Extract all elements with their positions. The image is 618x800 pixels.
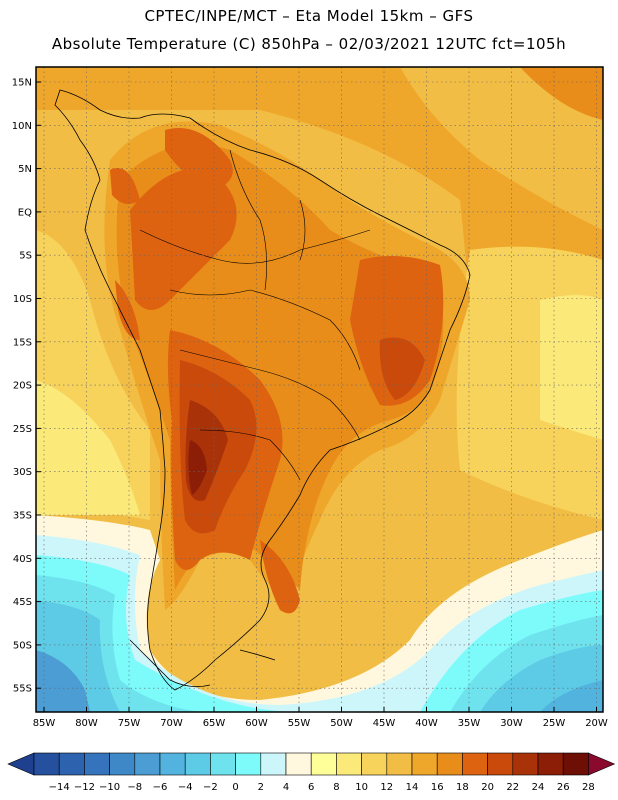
legend-label: 18 [456, 782, 469, 793]
coastline-outline [54, 89, 471, 691]
lat-lon-grid [36, 67, 603, 712]
legend-swatch [33, 752, 60, 776]
latitude-labels: 15N 10N 5N EQ 5S 10S 15S 20S 25S 30S 35S 40S 45S 50S 5… [12, 78, 41, 695]
legend-swatch [537, 752, 564, 776]
legend-label: 22 [506, 782, 519, 793]
legend-swatch [159, 752, 186, 776]
legend-swatch [285, 752, 312, 776]
lon-label: 55W [288, 718, 311, 729]
legend-swatch [336, 752, 362, 776]
lat-label: 10S [13, 294, 32, 305]
legend-label: −8 [127, 782, 142, 793]
legend-arrow-low [7, 752, 35, 776]
lon-label: 75W [118, 718, 141, 729]
color-legend: −14 −12 −10 −8 −6 −4 −2 0 2 4 6 8 10 12 14 16 18 20 22 24 26… [7, 752, 616, 793]
legend-label: 12 [380, 782, 393, 793]
legend-label: −4 [178, 782, 193, 793]
legend-arrow-high [588, 752, 616, 776]
lat-label: 20S [13, 381, 32, 392]
legend-swatch [84, 752, 110, 776]
legend-swatch [210, 752, 236, 776]
longitude-labels: 85W 80W 75W 70W 65W 60W 55W 50W 45W 40W 35W 30W 25W 2… [33, 707, 608, 729]
legend-label: −12 [74, 782, 95, 793]
lon-label: 40W [415, 718, 438, 729]
lon-label: 20W [585, 718, 608, 729]
lon-label: 80W [75, 718, 98, 729]
lat-label: 55S [13, 684, 32, 695]
legend-swatch [411, 752, 438, 776]
legend-label: 8 [333, 782, 339, 793]
lat-label: 45S [13, 597, 32, 608]
legend-label: 20 [481, 782, 494, 793]
lon-label: 60W [245, 718, 268, 729]
legend-label: 24 [532, 782, 545, 793]
lon-label: 85W [33, 718, 56, 729]
legend-swatch [109, 752, 136, 776]
lat-label: 15N [12, 78, 32, 89]
legend-swatch [512, 752, 539, 776]
lat-label: 5N [18, 164, 32, 175]
legend-swatch [462, 752, 488, 776]
lat-label: EQ [18, 207, 32, 218]
legend-label: −14 [49, 782, 70, 793]
lat-label: 50S [13, 640, 32, 651]
lat-label: 35S [13, 511, 32, 522]
legend-swatch [235, 752, 262, 776]
legend-label: 14 [406, 782, 419, 793]
legend-label: 4 [283, 782, 289, 793]
legend-swatch [562, 752, 589, 776]
country-borders [139, 149, 371, 481]
legend-swatch [134, 752, 161, 776]
lat-label: 25S [13, 424, 32, 435]
map-frame [35, 66, 604, 713]
map-title: CPTEC/INPE/MCT – Eta Model 15km – GFS [144, 7, 474, 25]
legend-label: −10 [99, 782, 120, 793]
legend-label: 16 [431, 782, 444, 793]
lon-label: 45W [373, 718, 396, 729]
legend-label: 28 [582, 782, 595, 793]
lat-label: 10N [12, 121, 32, 132]
map-field [36, 67, 603, 712]
legend-swatch [487, 752, 514, 776]
legend-label: −2 [203, 782, 218, 793]
legend-swatch [58, 752, 85, 776]
lat-label: 15S [13, 337, 32, 348]
legend-label: 26 [557, 782, 570, 793]
map-subtitle: Absolute Temperature (C) 850hPa – 02/03/… [51, 35, 567, 53]
legend-label: 6 [308, 782, 314, 793]
legend-swatch [361, 752, 388, 776]
legend-labels: −14 −12 −10 −8 −6 −4 −2 0 2 4 6 8 10 12 14 16 18 20 22 24 26… [49, 782, 595, 793]
lon-label: 65W [203, 718, 226, 729]
legend-label: 2 [258, 782, 264, 793]
legend-swatch [260, 752, 287, 776]
legend-swatches [7, 752, 616, 776]
legend-swatch [310, 752, 337, 776]
legend-swatch [386, 752, 413, 776]
lon-label: 30W [500, 718, 523, 729]
legend-label: −6 [153, 782, 168, 793]
lon-label: 70W [160, 718, 183, 729]
legend-swatch [184, 752, 211, 776]
legend-label: 0 [232, 782, 238, 793]
legend-label: 10 [355, 782, 368, 793]
lon-label: 25W [543, 718, 566, 729]
lon-label: 50W [330, 718, 353, 729]
lat-label: 40S [13, 554, 32, 565]
legend-swatch [436, 752, 463, 776]
lon-label: 35W [458, 718, 481, 729]
lat-label: 5S [19, 251, 32, 262]
lat-label: 30S [13, 467, 32, 478]
